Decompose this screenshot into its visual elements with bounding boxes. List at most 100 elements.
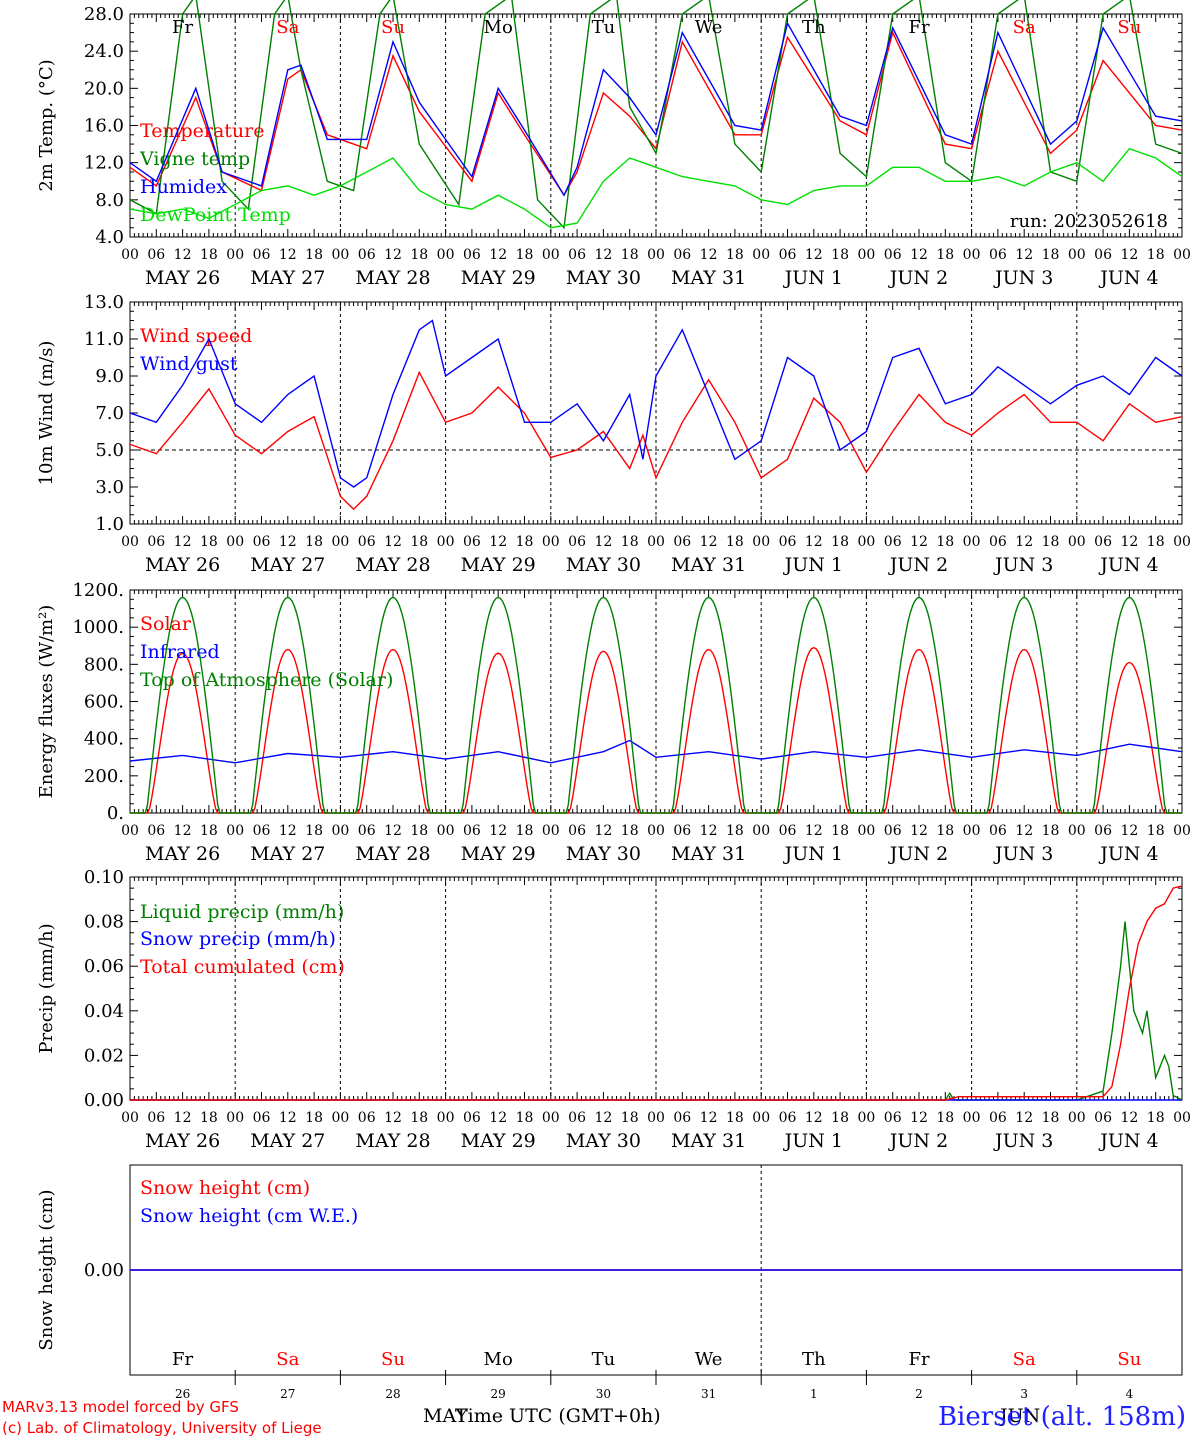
day-number-label: 30: [596, 1387, 611, 1401]
hour-tick-label: 00: [752, 823, 770, 839]
y-tick-label: 400.: [84, 729, 124, 750]
legend-entry: Wind speed: [140, 325, 252, 347]
hour-tick-label: 18: [1147, 1110, 1165, 1126]
hour-tick-label: 06: [253, 823, 271, 839]
hour-tick-label: 18: [936, 1110, 954, 1126]
hour-tick-label: 06: [463, 247, 481, 263]
weekday-label-bottom: Mo: [484, 1349, 513, 1370]
hour-tick-label: 12: [489, 534, 507, 550]
hour-tick-label: 12: [489, 823, 507, 839]
panel-frame: [129, 589, 1183, 814]
weekday-label-top: Mo: [484, 17, 513, 38]
hour-tick-label: 12: [1015, 534, 1033, 550]
hour-tick-label: 06: [884, 823, 902, 839]
y-tick-label: 9.0: [95, 366, 124, 387]
hour-tick-label: 00: [752, 1110, 770, 1126]
hour-tick-label: 00: [542, 823, 560, 839]
day-number-label: 31: [701, 1387, 716, 1401]
hour-tick-label: 06: [253, 247, 271, 263]
hour-tick-label: 18: [831, 247, 849, 263]
hour-tick-label: 12: [1120, 823, 1138, 839]
weekday-label-bottom: Su: [381, 1349, 405, 1370]
legend-entry: Snow height (cm W.E.): [140, 1205, 358, 1227]
hour-tick-label: 06: [989, 1110, 1007, 1126]
y-axis-label: 2m Temp. (°C): [36, 59, 57, 191]
day-label: JUN 1: [783, 554, 843, 576]
day-number-label: 3: [1020, 1387, 1028, 1401]
day-number-label: 1: [810, 1387, 818, 1401]
day-label: MAY 26: [145, 554, 220, 576]
series-line-vigne-temp: [129, 0, 1183, 230]
hour-tick-label: 18: [1042, 534, 1060, 550]
weekday-label-top: Th: [802, 17, 826, 38]
station-label: Bierset (alt. 158m): [937, 1402, 1186, 1432]
hour-tick-label: 18: [936, 823, 954, 839]
y-tick-label: 13.0: [84, 292, 124, 313]
hour-tick-label: 00: [437, 823, 455, 839]
day-label: JUN 3: [993, 843, 1053, 865]
hour-tick-label: 00: [331, 247, 349, 263]
hour-tick-label: 18: [831, 823, 849, 839]
hour-tick-label: 00: [331, 823, 349, 839]
day-label: MAY 29: [461, 1130, 536, 1152]
y-tick-label: 5.0: [95, 440, 124, 461]
day-label: JUN 3: [993, 1130, 1053, 1152]
month-label-jun: JUN: [1000, 1405, 1041, 1427]
hour-tick-label: 12: [1120, 534, 1138, 550]
month-label-may: MAY: [423, 1405, 468, 1427]
hour-tick-label: 12: [700, 823, 718, 839]
hour-tick-label: 06: [568, 534, 586, 550]
hour-tick-label: 00: [1068, 1110, 1086, 1126]
y-axis-label: Precip (mm/h): [36, 923, 57, 1053]
day-label: MAY 28: [355, 554, 430, 576]
y-tick-label: 0.00: [84, 1260, 124, 1281]
hour-tick-label: 12: [700, 247, 718, 263]
hour-tick-label: 12: [174, 247, 192, 263]
weekday-label-top: Sa: [276, 17, 299, 38]
hour-tick-label: 12: [594, 247, 612, 263]
day-label: JUN 3: [993, 554, 1053, 576]
day-label: JUN 2: [888, 554, 948, 576]
hour-tick-label: 12: [1015, 247, 1033, 263]
weekday-label-bottom: Sa: [276, 1349, 299, 1370]
hour-tick-label: 12: [910, 247, 928, 263]
hour-tick-label: 12: [1015, 823, 1033, 839]
day-label: MAY 27: [250, 843, 325, 865]
hour-tick-label: 00: [437, 247, 455, 263]
day-number-label: 27: [280, 1387, 295, 1401]
hour-tick-label: 00: [121, 1110, 139, 1126]
x-axis-title: Time UTC (GMT+0h): [455, 1405, 661, 1427]
y-tick-label: 0.06: [84, 956, 124, 977]
hour-tick-label: 18: [305, 247, 323, 263]
hour-tick-label: 12: [805, 1110, 823, 1126]
day-label: JUN 4: [1098, 267, 1158, 289]
y-tick-label: 16.0: [84, 116, 124, 137]
series-line-infrared: [129, 739, 1183, 764]
hour-tick-label: 18: [936, 247, 954, 263]
hour-tick-label: 06: [779, 1110, 797, 1126]
y-tick-label: 28.0: [84, 4, 124, 25]
series-line-top-of-atmosphere-solar-: [130, 596, 1182, 814]
day-number-label: 2: [915, 1387, 923, 1401]
hour-tick-label: 18: [1042, 823, 1060, 839]
hour-tick-label: 18: [726, 247, 744, 263]
y-tick-label: 20.0: [84, 78, 124, 99]
hour-tick-label: 18: [621, 1110, 639, 1126]
hour-tick-label: 06: [1094, 1110, 1112, 1126]
weekday-label-bottom: Fr: [908, 1349, 929, 1370]
hour-tick-label: 06: [147, 1110, 165, 1126]
hour-tick-label: 18: [516, 823, 534, 839]
legend-entry: Infrared: [140, 641, 220, 663]
y-tick-label: 1200.: [72, 580, 124, 601]
day-label: JUN 1: [783, 1130, 843, 1152]
hour-tick-label: 12: [174, 534, 192, 550]
hour-tick-label: 06: [884, 247, 902, 263]
weekday-label-bottom: Th: [802, 1349, 826, 1370]
hour-tick-label: 00: [752, 534, 770, 550]
hour-tick-label: 06: [463, 534, 481, 550]
hour-tick-label: 06: [779, 534, 797, 550]
y-tick-label: 7.0: [95, 403, 124, 424]
hour-tick-label: 12: [279, 247, 297, 263]
hour-tick-label: 18: [621, 247, 639, 263]
